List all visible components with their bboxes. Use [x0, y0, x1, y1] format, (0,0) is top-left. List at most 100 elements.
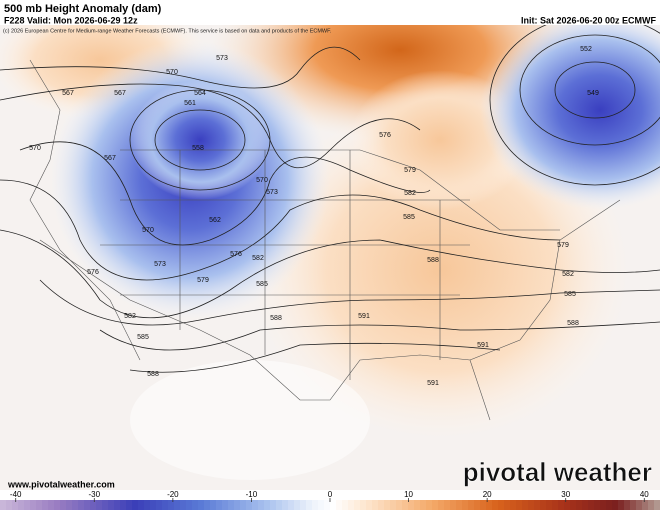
colorbar-swatch [558, 500, 565, 510]
colorbar-swatch [192, 500, 199, 510]
contour-label: 573 [154, 261, 166, 268]
colorbar-swatch [6, 500, 13, 510]
colorbar-swatch [180, 500, 187, 510]
colorbar-swatch [120, 500, 127, 510]
contour-labels: 570 573 564 567 567 561 558 567 570 570 573 562 570 5… [29, 46, 599, 387]
colorbar-tick-label: -10 [246, 490, 258, 499]
colorbar-swatch [354, 500, 361, 510]
colorbar-swatch [612, 500, 619, 510]
colorbar-swatch [372, 500, 379, 510]
colorbar-swatch [390, 500, 397, 510]
colorbar-swatch [360, 500, 367, 510]
colorbar-tick-label: 30 [561, 490, 570, 499]
contour-label: 570 [29, 145, 41, 152]
colorbar-swatch [606, 500, 613, 510]
contour-label: 585 [137, 334, 149, 341]
colorbar-swatch [336, 500, 343, 510]
colorbar: -40 -30 -20 -10 0 10 20 30 40 [0, 490, 660, 510]
colorbar-swatch [42, 500, 49, 510]
contour-label: 573 [266, 189, 278, 196]
contour-label: 562 [209, 217, 221, 224]
contour-label: 570 [142, 227, 154, 234]
contour-label: 567 [104, 155, 116, 162]
colorbar-swatch [312, 500, 319, 510]
colorbar-swatch [342, 500, 349, 510]
colorbar-swatch [282, 500, 289, 510]
colorbar-swatch [402, 500, 409, 510]
colorbar-swatch [186, 500, 193, 510]
colorbar-swatch [30, 500, 37, 510]
colorbar-swatch [78, 500, 85, 510]
colorbar-swatch [348, 500, 355, 510]
colorbar-swatch [18, 500, 25, 510]
colorbar-swatch [288, 500, 295, 510]
colorbar-swatch [240, 500, 247, 510]
contour-label: 591 [477, 342, 489, 349]
header-bg [0, 0, 660, 25]
colorbar-swatch [456, 500, 463, 510]
contour-label: 561 [184, 100, 196, 107]
colorbar-swatch [534, 500, 541, 510]
colorbar-swatch [162, 500, 169, 510]
colorbar-swatch [138, 500, 145, 510]
colorbar-swatch [252, 500, 259, 510]
contour-label: 582 [124, 313, 136, 320]
colorbar-tick-label: -30 [89, 490, 101, 499]
website: www.pivotalweather.com [7, 479, 115, 489]
colorbar-swatch [636, 500, 643, 510]
contour-label: 582 [562, 271, 574, 278]
colorbar-swatch [474, 500, 481, 510]
contour-label: 570 [256, 177, 268, 184]
colorbar-swatch [156, 500, 163, 510]
colorbar-swatch [618, 500, 625, 510]
colorbar-swatch [228, 500, 235, 510]
colorbar-swatch [198, 500, 205, 510]
contour-label: 579 [197, 277, 209, 284]
colorbar-swatch [24, 500, 31, 510]
colorbar-swatch [522, 500, 529, 510]
colorbar-swatch [366, 500, 373, 510]
init-time: Init: Sat 2026-06-20 00z ECMWF [521, 15, 657, 25]
colorbar-swatch [54, 500, 61, 510]
contours [0, 14, 660, 373]
colorbar-swatch [276, 500, 283, 510]
colorbar-swatch [444, 500, 451, 510]
colorbar-swatch [102, 500, 109, 510]
colorbar-swatch [516, 500, 523, 510]
colorbar-swatch [486, 500, 493, 510]
colorbar-swatch [624, 500, 631, 510]
colorbar-swatch [0, 500, 7, 510]
colorbar-tick-label: 10 [404, 490, 413, 499]
colorbar-swatch [498, 500, 505, 510]
colorbar-tick-label: 20 [483, 490, 492, 499]
colorbar-swatch [384, 500, 391, 510]
contour-label: 588 [427, 257, 439, 264]
contour-label: 549 [587, 90, 599, 97]
colorbar-swatch [168, 500, 175, 510]
colorbar-swatch [642, 500, 649, 510]
colorbar-swatch [216, 500, 223, 510]
colorbar-swatch [480, 500, 487, 510]
contour-label: 573 [216, 55, 228, 62]
colorbar-swatch [462, 500, 469, 510]
contour-label: 585 [564, 291, 576, 298]
colorbar-swatch [12, 500, 19, 510]
colorbar-swatch [318, 500, 325, 510]
colorbar-swatch [114, 500, 121, 510]
colorbar-swatch [582, 500, 589, 510]
colorbar-swatch [324, 500, 331, 510]
colorbar-swatch [36, 500, 43, 510]
borders [29, 59, 621, 421]
colorbar-swatch [528, 500, 535, 510]
colorbar-swatch [234, 500, 241, 510]
contour-label: 576 [87, 269, 99, 276]
colorbar-swatch [630, 500, 637, 510]
contour-label: 567 [62, 90, 74, 97]
colorbar-swatch [72, 500, 79, 510]
colorbar-swatch [396, 500, 403, 510]
colorbar-swatch [330, 500, 337, 510]
colorbar-swatch [588, 500, 595, 510]
colorbar-tick-label: 40 [640, 490, 649, 499]
colorbar-swatch [306, 500, 313, 510]
